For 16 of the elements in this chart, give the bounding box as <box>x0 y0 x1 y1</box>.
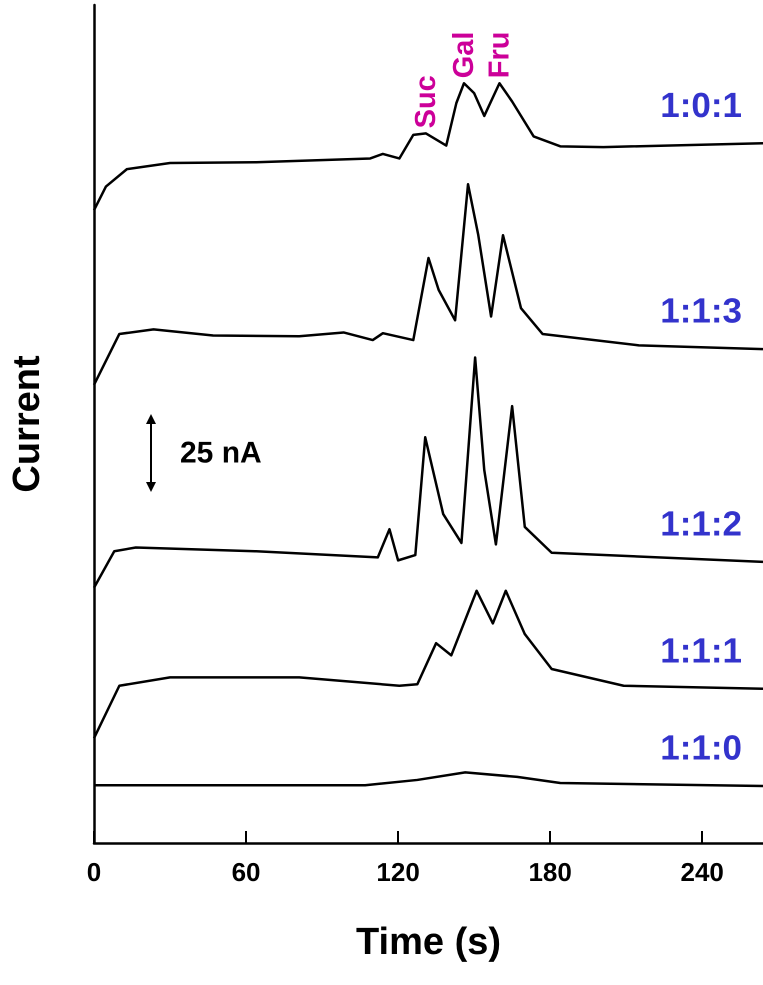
series-label: 1:0:1 <box>660 86 742 125</box>
x-tick-label: 120 <box>376 857 420 887</box>
x-axis-title: Time (s) <box>356 921 502 963</box>
annotation: 25 nA <box>180 436 262 470</box>
x-tick-label: 180 <box>528 857 572 887</box>
series-label: 1:1:0 <box>660 728 742 768</box>
annotation: Fru <box>483 32 516 78</box>
series-label: 1:1:1 <box>660 631 742 670</box>
annotation: Suc <box>410 75 442 128</box>
y-axis-title: Current <box>6 355 48 493</box>
series-label: 1:1:2 <box>660 504 742 544</box>
x-tick-label: 240 <box>680 857 724 887</box>
series-label: 1:1:3 <box>660 292 742 331</box>
annotation: Gal <box>448 32 480 78</box>
x-tick-label: 60 <box>232 857 261 887</box>
x-tick-label: 0 <box>86 857 102 887</box>
